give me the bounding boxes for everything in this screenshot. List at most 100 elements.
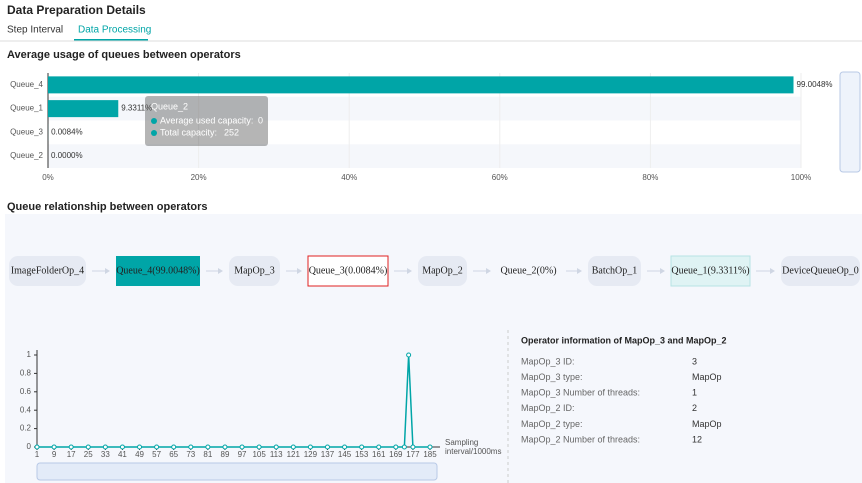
tab[interactable]: Step Interval — [7, 25, 63, 36]
info-value: 12 — [692, 434, 702, 444]
node-box — [588, 256, 641, 286]
point — [222, 444, 228, 450]
x-tick-label: 100% — [791, 173, 811, 182]
point — [427, 444, 433, 450]
info-label: MapOp_2 type: — [521, 419, 583, 429]
node: Queue_4(99.0048%) — [116, 256, 200, 286]
arrow-head — [297, 268, 302, 274]
x-tick-label: 81 — [203, 450, 212, 459]
tooltip-label: Total capacity: — [160, 127, 217, 137]
point — [119, 444, 125, 450]
x-tick-label: 1 — [35, 450, 40, 459]
info-label: MapOp_3 ID: — [521, 356, 575, 366]
panel — [5, 214, 862, 483]
info-value: MapOp — [692, 372, 722, 382]
point — [307, 444, 313, 450]
node-label: MapOp_3 — [234, 265, 275, 276]
tab-active[interactable]: Data Processing — [78, 25, 151, 36]
point — [154, 444, 160, 450]
node: Queue_2(0%) — [500, 265, 556, 276]
node: DeviceQueueOp_0 — [781, 256, 860, 286]
point — [376, 444, 382, 450]
zoom-slider[interactable] — [36, 462, 438, 481]
info-value: 2 — [692, 403, 697, 413]
row-stripe — [48, 96, 801, 121]
x-tick-label: 65 — [169, 450, 178, 459]
point — [290, 444, 296, 450]
value-label: 9.3311% — [121, 104, 152, 113]
x-tick-label: 185 — [423, 450, 437, 459]
value-label: 99.0048% — [797, 80, 833, 89]
point — [393, 444, 399, 450]
x-tick-label: 145 — [338, 450, 352, 459]
point — [85, 444, 91, 450]
y-tick-label: 0.4 — [20, 405, 32, 414]
section-title: Queue relationship between operators — [7, 201, 208, 213]
scroll-slider[interactable] — [839, 71, 861, 173]
info-value: 3 — [692, 356, 697, 366]
x-tick-label: 25 — [84, 450, 93, 459]
node-label: Queue_1(9.3311%) — [671, 265, 749, 276]
bar — [48, 76, 794, 94]
y-tick-label: Queue_3 — [10, 127, 43, 136]
info-value: 1 — [692, 388, 697, 398]
x-tick-label: 105 — [252, 450, 266, 459]
y-tick-label: Queue_2 — [10, 151, 43, 160]
x-tick-label: 153 — [355, 450, 369, 459]
tooltip-title: Queue_2 — [151, 101, 188, 111]
y-tick-label: 1 — [27, 350, 32, 359]
point — [256, 444, 262, 450]
tooltip-value: 252 — [224, 127, 239, 137]
point — [68, 444, 74, 450]
info-label: MapOp_3 type: — [521, 372, 583, 382]
node: Queue_3(0.0084%) — [307, 255, 389, 287]
row-stripe — [48, 144, 801, 168]
node-label: DeviceQueueOp_0 — [782, 265, 859, 276]
x-tick-label: 169 — [389, 450, 403, 459]
point — [401, 444, 407, 450]
x-axis-label-part: interval/1000ms — [445, 447, 501, 456]
tooltip-label: Average used capacity: — [160, 115, 253, 125]
point — [102, 444, 108, 450]
arrow-head — [770, 268, 775, 274]
x-tick-label: 20% — [191, 173, 207, 182]
x-tick-label: 161 — [372, 450, 386, 459]
x-tick-label: 129 — [304, 450, 318, 459]
y-tick-label: 0.6 — [20, 387, 32, 396]
x-tick-label: 9 — [52, 450, 57, 459]
x-tick-label: 33 — [101, 450, 110, 459]
value-label: 0.0084% — [51, 127, 83, 136]
x-tick-label: 121 — [287, 450, 301, 459]
point — [34, 444, 40, 450]
node-label: MapOp_2 — [422, 265, 463, 276]
x-axis-label-part: Sampling — [445, 438, 478, 447]
info-value: MapOp — [692, 419, 722, 429]
point — [410, 444, 416, 450]
node-label: Queue_2(0%) — [500, 265, 556, 276]
x-tick-label: 73 — [186, 450, 195, 459]
y-tick-label: 0 — [27, 442, 32, 451]
line — [37, 354, 430, 448]
node: MapOp_2 — [418, 256, 467, 286]
point — [342, 444, 348, 450]
section-title: Average usage of queues between operator… — [7, 49, 241, 61]
point — [406, 352, 412, 358]
node: Queue_1(9.3311%) — [670, 255, 751, 287]
x-tick-label: 17 — [67, 450, 76, 459]
node-label: Queue_3(0.0084%) — [309, 265, 388, 276]
x-tick-label: 80% — [642, 173, 658, 182]
node-label: ImageFolderOp_4 — [11, 265, 84, 276]
tooltip — [145, 96, 268, 146]
info-label: MapOp_2 Number of threads: — [521, 434, 640, 444]
node-box — [9, 256, 86, 286]
node: MapOp_3 — [229, 256, 280, 286]
x-tick-label: 57 — [152, 450, 161, 459]
y-tick-label: Queue_4 — [10, 80, 43, 89]
point — [171, 444, 177, 450]
arrow-head — [486, 268, 491, 274]
x-tick-label: 0% — [42, 173, 54, 182]
tooltip-value: 0 — [258, 115, 263, 125]
info-label: MapOp_2 ID: — [521, 403, 575, 413]
x-tick-label: 40% — [341, 173, 357, 182]
arrow-head — [218, 268, 223, 274]
